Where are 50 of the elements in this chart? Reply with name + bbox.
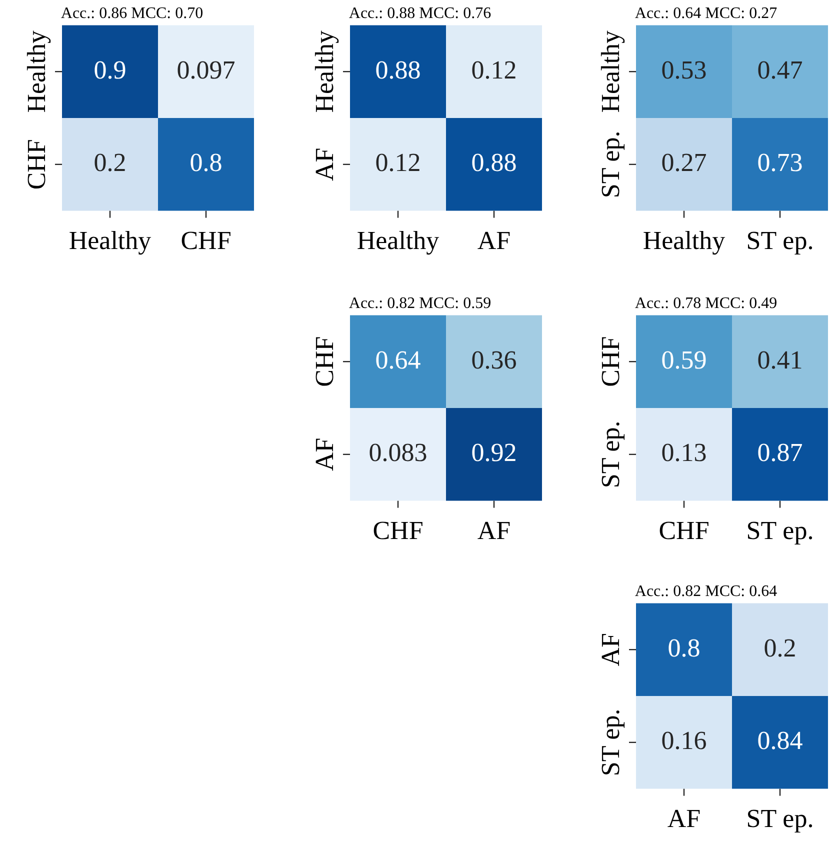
y-tick-label: CHF	[310, 336, 339, 387]
y-tick-label: AF	[310, 148, 339, 182]
data-label: 0.12	[471, 55, 517, 84]
data-label: 0.13	[661, 438, 707, 468]
x-tick-label: ST ep.	[746, 516, 814, 546]
y-tick-label: Healthy	[310, 30, 339, 113]
x-tick-label: Healthy	[356, 226, 440, 256]
chart-title: Acc.: 0.64 MCC: 0.27	[634, 4, 778, 22]
data-label: 0.12	[375, 148, 421, 178]
chart-title: Acc.: 0.82 MCC: 0.59	[348, 294, 492, 312]
chart-title: Acc.: 0.82 MCC: 0.64	[634, 582, 778, 600]
data-label: 0.88	[471, 148, 517, 178]
data-label: 0.8	[190, 148, 222, 178]
data-label: 0.083	[368, 438, 428, 468]
data-label: 0.53	[661, 55, 707, 84]
data-label: 0.097	[176, 55, 236, 84]
x-tick-label: CHF	[180, 226, 232, 256]
y-tick-label: Healthy	[596, 30, 625, 113]
chart-title: Acc.: 0.88 MCC: 0.76	[348, 4, 492, 22]
x-tick-label: ST ep.	[746, 226, 814, 256]
chart-title: Acc.: 0.86 MCC: 0.70	[60, 4, 204, 22]
data-label: 0.59	[661, 345, 707, 374]
x-tick-label: Healthy	[642, 226, 726, 256]
data-label: 0.2	[94, 148, 126, 178]
data-label: 0.84	[757, 726, 803, 756]
data-label: 0.73	[757, 148, 803, 178]
data-label: 0.27	[661, 148, 707, 178]
data-label: 0.47	[757, 55, 803, 84]
x-tick-label: Healthy	[68, 226, 152, 256]
data-label: 0.41	[757, 345, 803, 374]
data-label: 0.36	[471, 345, 517, 374]
x-tick-label: CHF	[372, 516, 424, 546]
y-tick-label: ST ep.	[596, 420, 625, 488]
data-label: 0.88	[375, 55, 421, 84]
data-label: 0.8	[668, 633, 700, 662]
data-label: 0.92	[471, 438, 517, 468]
x-tick-label: AF	[477, 226, 511, 256]
data-label: 0.2	[764, 633, 796, 662]
data-label: 0.87	[757, 438, 803, 468]
y-tick-label: ST ep.	[596, 708, 625, 776]
y-tick-label: AF	[310, 438, 339, 472]
chart-title: Acc.: 0.78 MCC: 0.49	[634, 294, 778, 312]
y-tick-label: AF	[596, 632, 625, 666]
data-label: 0.16	[661, 726, 707, 756]
y-tick-label: ST ep.	[596, 130, 625, 198]
x-tick-label: CHF	[658, 516, 710, 546]
data-label: 0.64	[375, 345, 421, 374]
x-tick-label: AF	[477, 516, 511, 546]
y-tick-label: CHF	[596, 336, 625, 387]
data-label: 0.9	[94, 55, 126, 84]
